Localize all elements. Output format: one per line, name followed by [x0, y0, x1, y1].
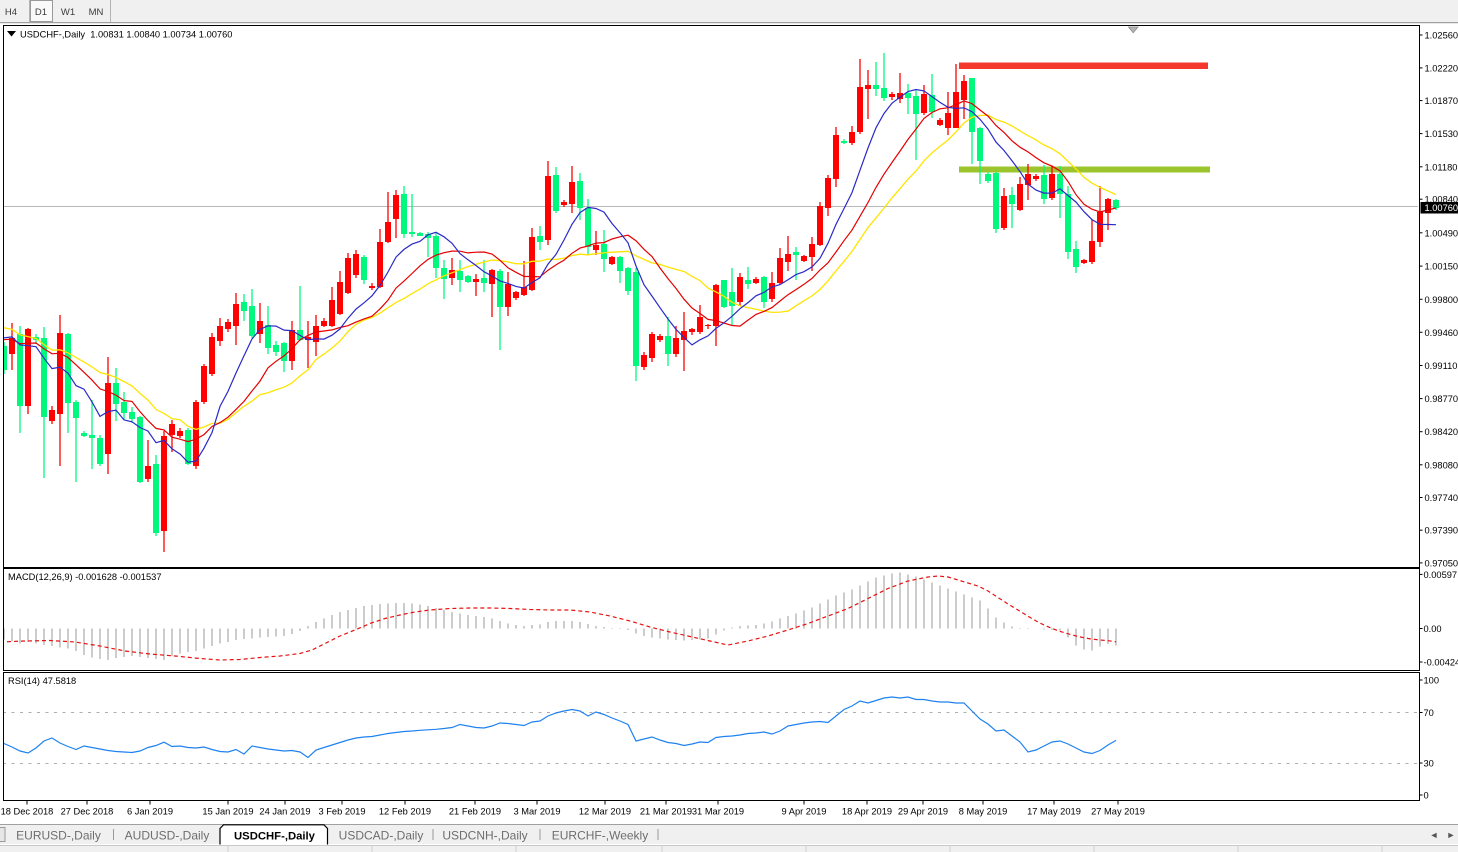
svg-text:0.98420: 0.98420 [1425, 427, 1458, 437]
svg-text:24 Jan 2019: 24 Jan 2019 [259, 807, 310, 817]
svg-text:H4: H4 [5, 7, 17, 18]
svg-text:1.00150: 1.00150 [1425, 262, 1458, 272]
svg-text:USDCHF-,Daily: USDCHF-,Daily [234, 831, 316, 843]
svg-text:0.99460: 0.99460 [1425, 328, 1458, 338]
svg-text:3 Feb 2019: 3 Feb 2019 [318, 807, 365, 817]
svg-text:12 Feb 2019: 12 Feb 2019 [379, 807, 431, 817]
svg-text:0.97390: 0.97390 [1425, 526, 1458, 536]
svg-text:29 Apr 2019: 29 Apr 2019 [898, 807, 948, 817]
svg-text:1.00760: 1.00760 [1425, 203, 1458, 213]
svg-text:21 Mar 2019: 21 Mar 2019 [640, 807, 692, 817]
svg-text:3 Mar 2019: 3 Mar 2019 [513, 807, 560, 817]
svg-text:1.01870: 1.01870 [1425, 96, 1458, 106]
svg-text:21 Feb 2019: 21 Feb 2019 [449, 807, 501, 817]
svg-text:18 Apr 2019: 18 Apr 2019 [842, 807, 892, 817]
svg-text:100: 100 [1424, 676, 1440, 686]
svg-text:1.00840: 1.00840 [1425, 195, 1458, 205]
svg-text:0.98080: 0.98080 [1425, 460, 1458, 470]
svg-text:17 May 2019: 17 May 2019 [1027, 807, 1081, 817]
svg-text:D1: D1 [35, 7, 47, 18]
svg-text:USDCAD-,Daily: USDCAD-,Daily [339, 829, 424, 843]
svg-text:MN: MN [89, 7, 104, 18]
svg-text:31 Mar 2019: 31 Mar 2019 [692, 807, 744, 817]
svg-text:1.00490: 1.00490 [1425, 228, 1458, 238]
svg-text:1.01180: 1.01180 [1425, 162, 1458, 172]
svg-text:W1: W1 [61, 7, 75, 18]
svg-text:70: 70 [1424, 708, 1434, 718]
svg-text:6 Jan 2019: 6 Jan 2019 [127, 807, 173, 817]
svg-text:AUDUSD-,Daily: AUDUSD-,Daily [125, 829, 210, 843]
svg-text:30: 30 [1424, 759, 1434, 769]
svg-text:8 May 2019: 8 May 2019 [959, 807, 1008, 817]
svg-text:0.00597: 0.00597 [1424, 570, 1458, 580]
svg-text:12 Mar 2019: 12 Mar 2019 [579, 807, 631, 817]
svg-text:18 Dec 2018: 18 Dec 2018 [1, 807, 54, 817]
svg-text:27 May 2019: 27 May 2019 [1091, 807, 1145, 817]
svg-text:1.01530: 1.01530 [1425, 129, 1458, 139]
svg-text:◄: ◄ [1430, 830, 1439, 840]
svg-text:0.99800: 0.99800 [1425, 295, 1458, 305]
svg-text:0.97050: 0.97050 [1425, 558, 1458, 568]
svg-text:-0.00424: -0.00424 [1424, 658, 1458, 668]
svg-text:RSI(14) 47.5818: RSI(14) 47.5818 [8, 676, 76, 686]
svg-text:EURCHF-,Weekly: EURCHF-,Weekly [552, 829, 648, 843]
svg-text:MACD(12,26,9) -0.001628 -0.001: MACD(12,26,9) -0.001628 -0.001537 [8, 572, 162, 582]
svg-text:1.02560: 1.02560 [1425, 31, 1458, 41]
svg-text:0.00: 0.00 [1424, 624, 1442, 634]
svg-text:15 Jan 2019: 15 Jan 2019 [202, 807, 253, 817]
svg-text:USDCHF-,Daily 1.00831 1.00840: USDCHF-,Daily 1.00831 1.00840 1.00734 1.… [20, 30, 232, 40]
svg-text:EURUSD-,Daily: EURUSD-,Daily [16, 829, 101, 843]
svg-text:0.99110: 0.99110 [1425, 361, 1458, 371]
svg-text:0: 0 [1424, 791, 1429, 801]
svg-text:0.98770: 0.98770 [1425, 394, 1458, 404]
svg-text:►: ► [1447, 830, 1456, 840]
svg-text:27 Dec 2018: 27 Dec 2018 [61, 807, 114, 817]
svg-text:0.97740: 0.97740 [1425, 493, 1458, 503]
svg-text:1.02220: 1.02220 [1425, 63, 1458, 73]
svg-text:USDCNH-,Daily: USDCNH-,Daily [442, 829, 527, 843]
svg-text:9 Apr 2019: 9 Apr 2019 [782, 807, 827, 817]
